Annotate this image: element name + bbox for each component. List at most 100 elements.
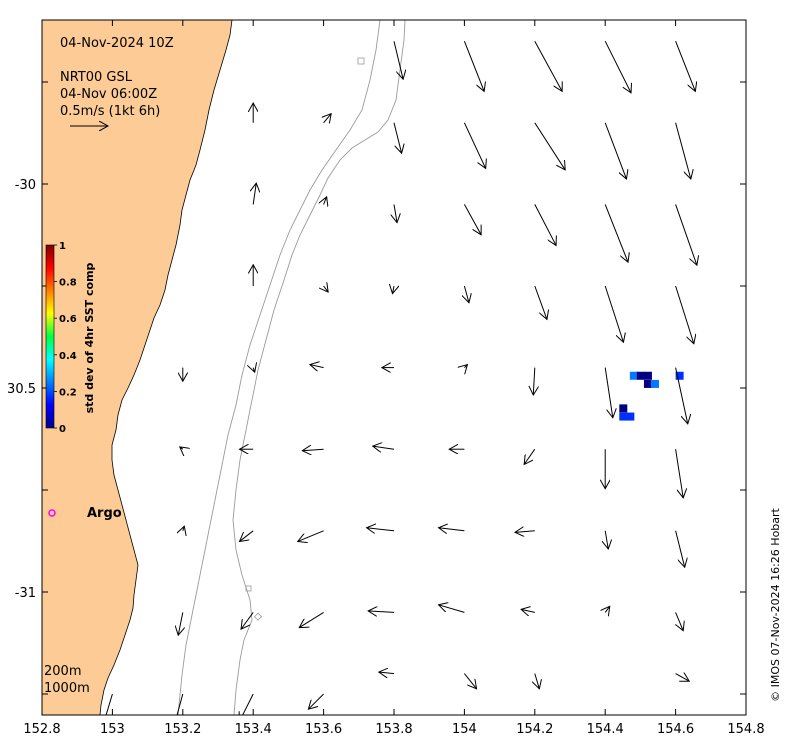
colorbar-tick-label: 0 (59, 424, 66, 435)
product-time-label: 04-Nov 06:00Z (60, 87, 157, 102)
x-tick-label: 154.8 (727, 722, 764, 737)
current-vector-arrow (605, 606, 610, 612)
argo-marker-icon (48, 509, 56, 517)
colorbar (45, 244, 55, 429)
current-vector-arrow (604, 367, 613, 418)
current-vector-arrow (439, 528, 465, 531)
sst-cell (643, 379, 652, 388)
sst-cell (619, 412, 628, 421)
colorbar-tick-label: 0.4 (59, 351, 77, 362)
current-vector-arrow (393, 41, 403, 79)
current-vector-arrow (675, 41, 696, 91)
sst-cell (643, 371, 652, 380)
current-vector-arrow (524, 448, 536, 464)
current-vector-arrow (302, 449, 324, 451)
sst-cell (636, 371, 645, 380)
current-vector-arrow (103, 693, 113, 715)
current-vector-arrow (464, 673, 476, 689)
x-tick-label: 153.6 (305, 722, 342, 737)
current-vector-arrow (240, 693, 254, 715)
current-vector-arrow (379, 672, 395, 674)
current-vector-arrow (308, 693, 324, 709)
current-vector-arrow (604, 122, 626, 179)
x-tick-label: 153.4 (235, 722, 272, 737)
current-vector-arrow (394, 204, 397, 222)
current-vector-arrow (180, 447, 183, 449)
current-vector-arrow (604, 40, 631, 93)
current-vector-arrow (176, 693, 184, 715)
colorbar-title: std dev of 4hr SST comp (83, 262, 96, 413)
current-vector-arrow (605, 530, 608, 549)
current-vector-arrow (675, 674, 690, 682)
current-vector-arrow (299, 611, 324, 627)
y-tick-label: -30 (15, 178, 36, 193)
current-vector-arrow (533, 367, 535, 395)
current-vector-arrow (241, 612, 254, 629)
current-vector-arrow (604, 204, 628, 262)
current-vector-arrow (183, 526, 185, 531)
island (253, 612, 263, 621)
current-vector-arrow (535, 673, 540, 689)
current-vector-arrow (310, 365, 324, 368)
current-vector-arrow (439, 605, 465, 613)
contour-200m (232, 20, 406, 715)
y-tick-label: 30.5 (7, 382, 36, 397)
x-tick-label: 154.4 (587, 722, 624, 737)
current-vector-arrow (464, 365, 467, 368)
x-tick-label: 154 (452, 722, 477, 737)
contour-1000m-label: 1000m (44, 681, 90, 696)
scale-label: 0.5m/s (1kt 6h) (60, 104, 160, 119)
current-vector-arrow (324, 114, 332, 123)
contour-1000m (177, 20, 381, 715)
current-vector-arrow (393, 122, 402, 153)
x-tick-label: 154.2 (516, 722, 553, 737)
current-vector-arrow (368, 611, 395, 613)
current-vector-arrow (392, 286, 394, 294)
sst-cell (629, 371, 638, 380)
x-tick-label: 153.8 (375, 722, 412, 737)
current-vector-arrow (464, 285, 469, 303)
colorbar-ticks: 0 0.2 0.4 0.6 0.8 1 (54, 241, 77, 435)
product-label: NRT00 GSL (60, 70, 133, 85)
current-vector-arrow (253, 368, 255, 373)
current-vector-arrow (675, 530, 685, 567)
current-vector-arrow (463, 41, 484, 91)
current-vector-arrow (675, 285, 694, 344)
current-vector-arrow (534, 122, 565, 170)
x-tick-label: 153 (100, 722, 125, 737)
current-vector-arrow (240, 530, 254, 542)
current-vector-layer (103, 40, 697, 715)
current-vector-arrow (534, 204, 556, 245)
current-vector-arrow (463, 122, 485, 169)
colorbar-tick-label: 0.8 (59, 278, 77, 289)
current-vector-arrow (675, 122, 691, 179)
colorbar-tick-label: 0.2 (59, 387, 77, 398)
colorbar-tick-label: 1 (59, 241, 66, 252)
y-tick-label: -31 (15, 586, 36, 601)
current-vector-arrow (463, 204, 481, 234)
current-vector-arrow (604, 285, 623, 342)
sst-cell (650, 379, 659, 388)
current-vector-arrow (324, 197, 327, 205)
current-vector-arrow (515, 531, 535, 533)
current-vector-arrow (298, 530, 324, 542)
contour-200m-label: 200m (44, 664, 81, 679)
y-axis: -30 30.5 -31 (7, 81, 746, 695)
colorbar-tick-label: 0.6 (59, 314, 77, 325)
island (245, 585, 252, 592)
current-vector-arrow (675, 449, 684, 498)
current-vector-arrow (178, 612, 183, 635)
current-vector-arrow (253, 183, 256, 205)
current-vector-arrow (367, 528, 395, 531)
sst-std-dev-layer (619, 371, 684, 421)
sst-cell (619, 404, 628, 413)
x-tick-label: 153.2 (164, 722, 201, 737)
current-vector-arrow (373, 446, 395, 449)
land-coastline (42, 20, 233, 715)
current-vector-arrow (534, 285, 547, 319)
current-vector-arrow (675, 204, 697, 265)
credit-label: © IMOS 07-Nov-2024 16:26 Hobart (769, 507, 782, 701)
argo-label: Argo (87, 506, 122, 521)
current-vector-arrow (534, 40, 562, 91)
